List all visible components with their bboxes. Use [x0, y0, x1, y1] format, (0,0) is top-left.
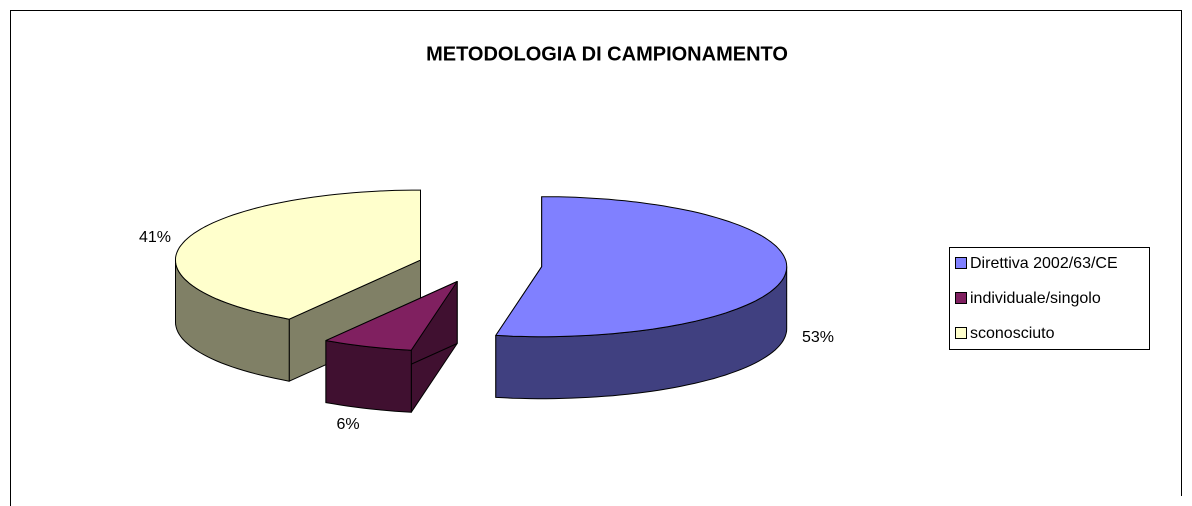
legend-label: Direttiva 2002/63/CE [970, 255, 1118, 272]
data-label: 41% [139, 229, 171, 246]
chart-frame [10, 10, 1182, 506]
legend-swatch [955, 257, 967, 269]
data-label: 6% [336, 416, 359, 433]
legend-label: individuale/singolo [970, 290, 1101, 307]
legend-swatch [955, 292, 967, 304]
slice [175, 189, 421, 320]
legend-label: sconosciuto [970, 325, 1055, 342]
chart-title: METODOLOGIA DI CAMPIONAMENTO [426, 43, 788, 65]
legend-swatch [955, 327, 967, 339]
slice [325, 281, 458, 351]
data-label: 53% [802, 329, 834, 346]
legend-box [949, 247, 1150, 350]
slice-wall [325, 340, 412, 413]
slice [495, 196, 788, 338]
